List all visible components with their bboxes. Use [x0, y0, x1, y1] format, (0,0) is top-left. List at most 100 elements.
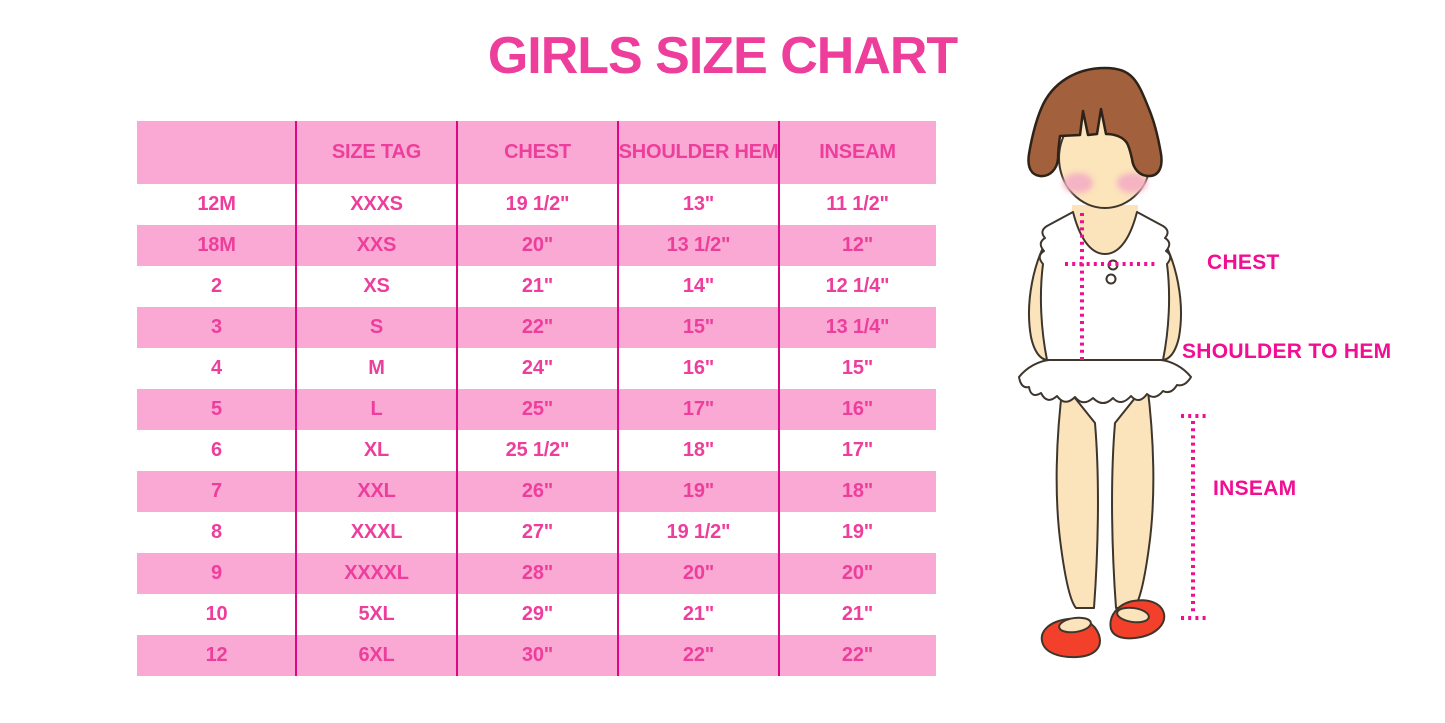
table-row: 3 S 22" 15" 13 1/4"	[137, 307, 936, 348]
skirt	[1018, 359, 1192, 404]
table-cell: 30"	[521, 644, 554, 666]
table-cell: 2	[211, 275, 222, 297]
table-cell: 6	[211, 439, 222, 461]
column-header: CHEST	[504, 141, 571, 163]
table-cell: 13 1/4"	[825, 316, 890, 338]
table-cell: 4	[211, 357, 222, 379]
column-divider	[456, 121, 458, 676]
table-row: 5 L 25" 17" 16"	[137, 389, 936, 430]
right-leg	[1111, 382, 1155, 609]
table-cell: 26"	[521, 480, 554, 502]
right-blush	[1117, 173, 1147, 193]
table-cell: 15"	[841, 357, 874, 379]
table-cell: 12"	[841, 234, 874, 256]
table-row: 10 5XL 29" 21" 21"	[137, 594, 936, 635]
table-cell: 28"	[521, 562, 554, 584]
page-title: GIRLS SIZE CHART	[487, 27, 958, 85]
table-row: 18M XXS 20" 13 1/2" 12"	[137, 225, 936, 266]
column-header	[137, 121, 296, 184]
column-divider	[778, 121, 780, 676]
table-cell: 19 1/2"	[505, 193, 570, 215]
table-cell: XXL	[357, 480, 396, 502]
column-divider	[295, 121, 297, 676]
table-cell: 19"	[682, 480, 715, 502]
table-cell: 16"	[682, 357, 715, 379]
table-cell: 24"	[521, 357, 554, 379]
table-cell: 14"	[682, 275, 715, 297]
table-cell: 15"	[682, 316, 715, 338]
size-chart-table: SIZE TAG CHEST SHOULDER HEM INSEAM 12M XXXS 1…	[137, 121, 936, 676]
table-cell: 8	[211, 521, 222, 543]
table-cell: M	[368, 357, 385, 379]
table-cell: 9	[211, 562, 222, 584]
column-header: SHOULDER HEM	[618, 141, 779, 163]
bodice	[1038, 211, 1172, 361]
bottom-button	[1105, 273, 1117, 285]
table-cell: 22"	[841, 644, 874, 666]
right-shoe-opening	[1116, 606, 1150, 624]
table-cell: XXXXL	[344, 562, 409, 584]
size-table-body: 12M XXXS 19 1/2" 13" 11 1/2" 18M XXS 20" 13 1/2"…	[137, 184, 936, 676]
table-cell: 18M	[197, 234, 236, 256]
table-cell: 17"	[841, 439, 874, 461]
table-cell: 12M	[197, 193, 236, 215]
column-divider	[617, 121, 619, 676]
table-cell: 3	[211, 316, 222, 338]
girl-measurement-figure: CHEST SHOULDER TO HEM INSEAM	[985, 55, 1445, 705]
table-cell: 25"	[521, 398, 554, 420]
table-cell: XS	[363, 275, 390, 297]
column-header: INSEAM	[819, 141, 896, 163]
table-header-row: SIZE TAG CHEST SHOULDER HEM INSEAM	[137, 121, 936, 184]
table-cell: 12 1/4"	[825, 275, 890, 297]
table-cell: 10	[205, 603, 228, 625]
table-cell: XXXS	[350, 193, 403, 215]
table-row: 12 6XL 30" 22" 22"	[137, 635, 936, 676]
table-row: 7 XXL 26" 19" 18"	[137, 471, 936, 512]
hair	[1027, 66, 1163, 178]
left-blush	[1063, 173, 1093, 193]
table-row: 6 XL 25 1/2" 18" 17"	[137, 430, 936, 471]
table-cell: 18"	[682, 439, 715, 461]
table-row: 8 XXXL 27" 19 1/2" 19"	[137, 512, 936, 553]
table-cell: 20"	[682, 562, 715, 584]
column-header: SIZE TAG	[331, 141, 422, 163]
table-cell: 16"	[841, 398, 874, 420]
table-cell: 29"	[521, 603, 554, 625]
table-cell: 13"	[682, 193, 715, 215]
table-cell: 5	[211, 398, 222, 420]
table-cell: 6XL	[358, 644, 395, 666]
table-cell: 20"	[521, 234, 554, 256]
left-leg	[1055, 382, 1099, 609]
table-cell: 25 1/2"	[505, 439, 570, 461]
table-row: 9 XXXXL 28" 20" 20"	[137, 553, 936, 594]
left-shoe-opening	[1058, 616, 1092, 634]
table-row: 12M XXXS 19 1/2" 13" 11 1/2"	[137, 184, 936, 225]
table-cell: 27"	[521, 521, 554, 543]
table-cell: 21"	[521, 275, 554, 297]
chest-measure-label: CHEST	[1207, 251, 1280, 274]
table-cell: 22"	[682, 644, 715, 666]
table-cell: L	[370, 398, 383, 420]
table-cell: 21"	[682, 603, 715, 625]
table-cell: 19 1/2"	[666, 521, 731, 543]
shoulder-to-hem-measure-label: SHOULDER TO HEM	[1182, 340, 1392, 363]
table-cell: 22"	[521, 316, 554, 338]
table-cell: 13 1/2"	[666, 234, 731, 256]
table-cell: 12	[205, 644, 228, 666]
girl-illustration	[1018, 66, 1206, 659]
table-row: 4 M 24" 16" 15"	[137, 348, 936, 389]
inseam-measure-label: INSEAM	[1213, 477, 1297, 500]
table-cell: 19"	[841, 521, 874, 543]
table-cell: 21"	[841, 603, 874, 625]
table-cell: XXXL	[350, 521, 403, 543]
table-cell: 11 1/2"	[826, 193, 889, 215]
table-cell: 18"	[841, 480, 874, 502]
table-cell: 20"	[841, 562, 874, 584]
table-cell: S	[369, 316, 384, 338]
table-cell: XL	[363, 439, 390, 461]
table-cell: XXS	[356, 234, 397, 256]
table-cell: 7	[211, 480, 222, 502]
table-row: 2 XS 21" 14" 12 1/4"	[137, 266, 936, 307]
table-cell: 17"	[682, 398, 715, 420]
